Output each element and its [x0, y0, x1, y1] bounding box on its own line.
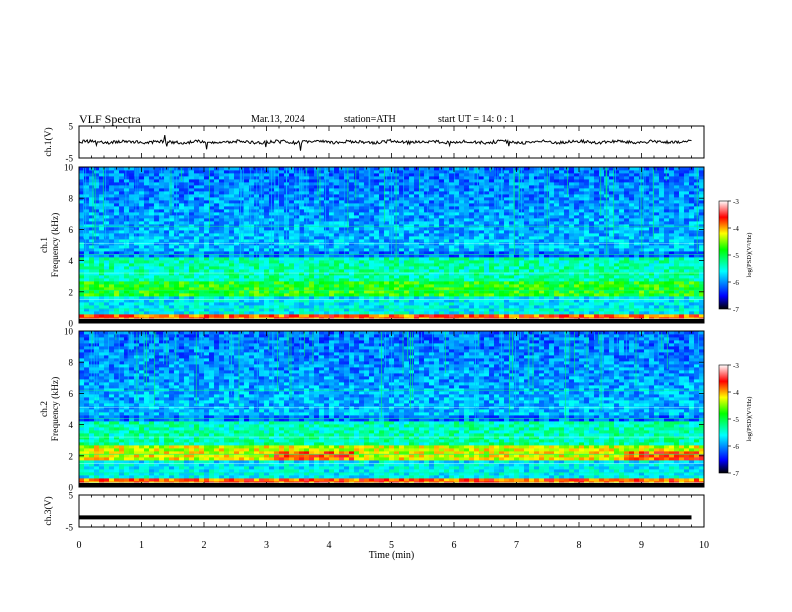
x-tick-label: 0 — [77, 540, 82, 551]
ch1-spectrogram-y-label-channel: ch.1 — [40, 237, 50, 253]
ch1-spectrogram-y-tick-label: 2 — [69, 287, 74, 297]
station-label: station=ATH — [344, 114, 396, 125]
ch1-waveform-y-tick-label: -5 — [66, 154, 74, 164]
chart-title: VLF Spectra — [79, 112, 141, 126]
ch2-sferics — [90, 331, 699, 423]
ch2-colorbar-tick-label: -6 — [733, 443, 739, 451]
ch1-waveform-panel — [78, 125, 705, 159]
ch2-colorbar-tick-label: -5 — [733, 416, 739, 424]
ch1-waveform-y-label: ch.1(V) — [43, 127, 54, 156]
ch2-spectrogram-y-tick-label: 4 — [69, 420, 74, 430]
ch1-colorbar-tick-label: -7 — [733, 306, 739, 314]
x-tick-label: 1 — [139, 540, 144, 551]
ch1-colorbar-tick-label: -6 — [733, 279, 739, 287]
start-time-label: start UT = 14: 0 : 1 — [438, 114, 515, 125]
ch2-spectrogram-cells — [79, 331, 705, 488]
ch1-interference-lines — [79, 225, 704, 319]
ch2-colorbar-label: log(PSD)(V²/Hz) — [746, 397, 753, 442]
ch1-spectrogram-y-tick-label: 0 — [69, 319, 74, 329]
ch1-colorbar-tick-label: -4 — [733, 225, 739, 233]
ch2-spectrogram-y-label-channel: ch.2 — [40, 401, 50, 417]
ch1-spectrogram-y-label-quantity: Frequency (kHz) — [50, 213, 61, 278]
ch2-spectrogram-y-tick-label: 2 — [69, 451, 74, 461]
ch2-colorbar-bar — [718, 364, 729, 474]
ch3-waveform-y-tick-label: 5 — [69, 491, 74, 501]
x-tick-label: 8 — [577, 540, 582, 551]
x-tick-label: 10 — [699, 540, 709, 551]
x-tick-label: 4 — [327, 540, 332, 551]
x-tick-label: 3 — [264, 540, 269, 551]
x-tick-label: 7 — [514, 540, 519, 551]
date-label: Mar.13, 2024 — [251, 114, 305, 125]
colorbars: -3 -4 -5 -6 -7 log(PSD)(V²/Hz) -3 -4 -5 -6 -7 log(P… — [718, 198, 753, 478]
ch1-spectrogram-y-tick-label: 4 — [69, 256, 74, 266]
ch1-colorbar-bar — [718, 200, 729, 310]
ch1-colorbar-tick-label: -3 — [733, 198, 739, 206]
ch2-spectrogram-panel — [78, 330, 705, 488]
ch3-waveform-frame — [78, 494, 705, 528]
ch1-spectrogram-y-tick-label: 10 — [64, 163, 74, 173]
ch2-colorbar-tick-label: -7 — [733, 470, 739, 478]
ch2-interference-lines — [79, 389, 704, 483]
ch1-waveform-line — [78, 135, 692, 151]
x-tick-label: 2 — [202, 540, 207, 551]
ch2-spectrogram-y-tick-label: 0 — [69, 483, 74, 493]
x-tick-label: 6 — [452, 540, 457, 551]
ch1-colorbar-tick-label: -5 — [733, 252, 739, 260]
ch3-waveform-panel — [78, 494, 705, 528]
ch2-spectrogram-y-tick-label: 6 — [69, 389, 74, 399]
ch1-waveform-y-tick-label: 5 — [69, 122, 74, 132]
ch2-spectrogram-y-tick-label: 10 — [64, 327, 74, 337]
ch1-colorbar-label: log(PSD)(V²/Hz) — [746, 233, 753, 278]
ch3-waveform-y-tick-label: -5 — [66, 523, 74, 533]
ch1-sferics — [83, 168, 698, 261]
ch2-colorbar-tick-label: -3 — [733, 362, 739, 370]
x-tick-label: 5 — [389, 540, 394, 551]
x-tick-label: 9 — [639, 540, 644, 551]
ch2-spectrogram-y-label-quantity: Frequency (kHz) — [50, 377, 61, 442]
ch1-spectrogram-y-tick-label: 6 — [69, 225, 74, 235]
ch2-colorbar-tick-label: -4 — [733, 389, 739, 397]
x-axis-label: Time (min) — [369, 550, 414, 561]
ch3-waveform-y-label: ch.3(V) — [43, 496, 54, 525]
ch1-spectrogram-panel — [78, 166, 705, 324]
ch2-spectrogram-y-tick-label: 8 — [69, 358, 74, 368]
ch1-spectrogram-cells — [79, 167, 705, 324]
ch1-spectrogram-y-tick-label: 8 — [69, 194, 74, 204]
